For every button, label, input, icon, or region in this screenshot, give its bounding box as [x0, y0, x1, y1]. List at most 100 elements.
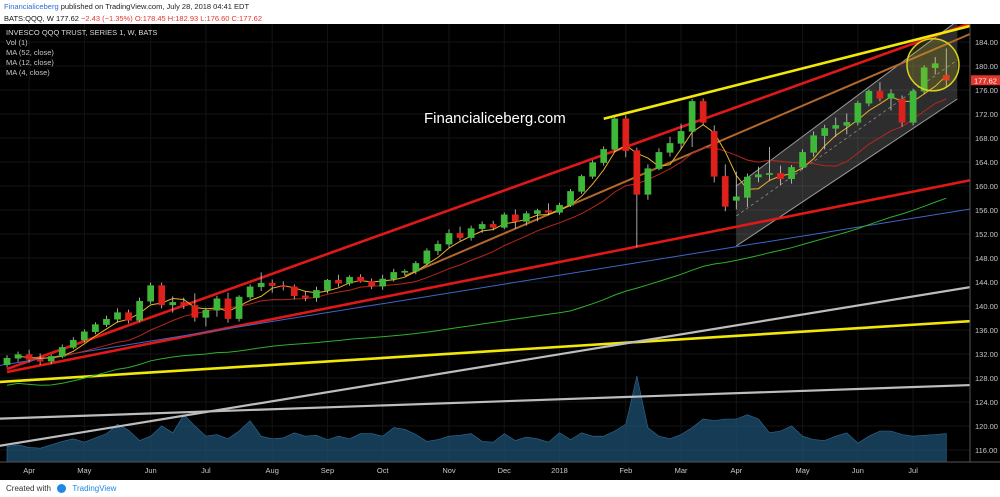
footer: Created with TradingView: [0, 480, 1000, 497]
channel-lower-line: [736, 98, 958, 247]
publisher-link[interactable]: Financialiceberg: [4, 2, 59, 11]
y-tick-label: 148.00: [975, 254, 998, 263]
y-tick-label: 128.00: [975, 374, 998, 383]
x-tick-label: May: [796, 466, 810, 475]
symbol-ohlc: O:178.45 H:182.93 L:176.60 C:177.62: [134, 14, 262, 23]
candle: [688, 99, 696, 147]
candle: [755, 166, 762, 183]
candle: [500, 212, 508, 230]
trendline-3: [0, 317, 1000, 384]
candle-body: [600, 149, 608, 163]
created-with-text: Created with: [6, 484, 51, 493]
candle: [14, 351, 22, 362]
candle-body: [434, 243, 442, 252]
candle-body: [335, 279, 342, 284]
candle-body: [732, 196, 740, 201]
candle: [887, 89, 895, 111]
symbol-line: BATS:QQQ, W 177.62 −2.43 (−1.35%) O:178.…: [0, 14, 1000, 24]
candle-body: [191, 305, 199, 318]
trendline-5: [0, 382, 1000, 420]
symbol-prefix: BATS:QQQ, W: [4, 14, 54, 23]
candle-body: [898, 98, 906, 123]
candle-body: [721, 176, 729, 207]
candle: [876, 82, 884, 102]
candle: [213, 295, 221, 317]
channel-upper-line: [736, 20, 958, 187]
candle-body: [744, 176, 751, 198]
symbol-price: 177.62: [55, 14, 79, 23]
highlight-circle: [906, 38, 960, 92]
candle: [58, 344, 66, 359]
price-chart[interactable]: 116.00 120.00 124.00 128.00 132.00 136.00 140.…: [0, 11, 1000, 480]
candle: [467, 225, 475, 241]
candle-body: [290, 286, 298, 297]
candle-body: [69, 339, 77, 348]
candle: [456, 226, 464, 241]
x-tick-label: Jun: [145, 466, 157, 475]
candle: [180, 297, 188, 309]
candle: [235, 295, 243, 322]
candle: [47, 354, 55, 365]
candle-body: [788, 167, 795, 180]
tradingview-link[interactable]: TradingView: [72, 484, 117, 493]
candle-body: [213, 298, 221, 311]
candle-body: [545, 210, 552, 213]
ma52-line: [6, 197, 947, 386]
y-tick-label: 156.00: [975, 206, 998, 215]
candle-body: [523, 213, 530, 222]
candle: [257, 272, 265, 291]
candle: [69, 337, 77, 350]
y-tick-label: 116.00: [975, 446, 997, 455]
candle-body: [103, 318, 110, 325]
candle-body: [268, 282, 276, 286]
publish-header: Financialiceberg published on TradingVie…: [0, 0, 1000, 14]
y-tick-label: 184.00: [975, 38, 998, 47]
candle-body: [302, 295, 309, 298]
candle-body: [677, 131, 685, 144]
time-axis: [0, 462, 1000, 480]
candle-body: [467, 228, 475, 238]
candle-body: [224, 298, 232, 319]
candle: [412, 261, 420, 275]
candle-body: [423, 250, 431, 264]
candle: [854, 100, 862, 126]
candle-body: [445, 233, 453, 245]
y-tick-label: 172.00: [975, 110, 998, 119]
x-tick-label: Aug: [266, 466, 279, 475]
candle-body: [456, 233, 464, 238]
candle-body: [313, 290, 320, 298]
candle: [445, 229, 453, 248]
candle-body: [379, 278, 387, 287]
y-tick-label: 144.00: [975, 278, 998, 287]
candle: [744, 173, 751, 207]
candle: [114, 308, 121, 323]
candle: [810, 131, 817, 157]
y-tick-label: 132.00: [975, 350, 998, 359]
candle: [290, 284, 298, 300]
candle-body: [589, 162, 596, 177]
candle-body: [931, 63, 939, 69]
chart-area[interactable]: 116.00 120.00 124.00 128.00 132.00 136.00 140.…: [0, 11, 1000, 480]
symbol-change: −2.43 (−1.35%): [81, 14, 133, 23]
candle: [423, 248, 431, 266]
legend-item-volume: Vol (1): [6, 38, 28, 47]
candle: [279, 281, 287, 291]
candle-body: [942, 75, 950, 81]
candle-body: [821, 128, 829, 136]
candle: [346, 275, 353, 286]
candle-body: [346, 276, 353, 284]
volume-area: [6, 375, 947, 463]
y-tick-label: 152.00: [975, 230, 998, 239]
candle: [523, 211, 530, 226]
candle-body: [644, 168, 652, 195]
candle-body: [3, 357, 11, 366]
candle-body: [699, 101, 707, 123]
candle-body: [755, 174, 762, 178]
candle: [732, 171, 740, 210]
candle-body: [567, 191, 574, 206]
y-tick-label: 160.00: [975, 182, 998, 191]
candle-body: [324, 279, 331, 291]
candle-body: [611, 118, 619, 150]
candle: [909, 88, 917, 126]
candle: [644, 164, 652, 200]
